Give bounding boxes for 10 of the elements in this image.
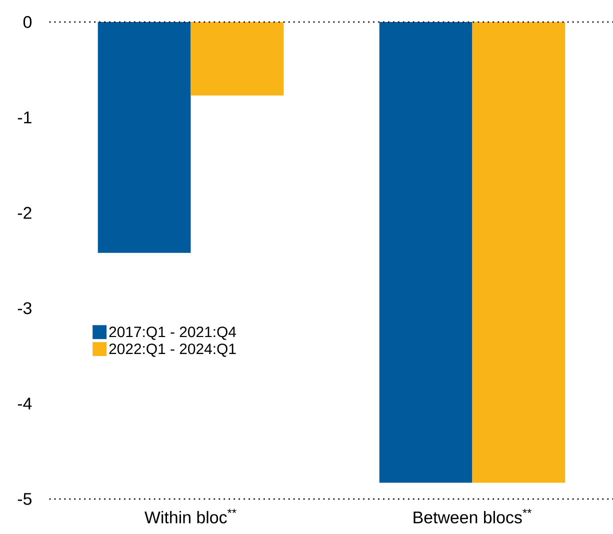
y-tick-label: 0 (23, 16, 32, 28)
x-tick-label: Within bloc$^{**}$ (144, 508, 236, 524)
y-tick-label: -3 (18, 302, 32, 314)
y-tick-label: -5 (18, 493, 32, 505)
y-tick-label: -4 (18, 398, 32, 410)
y-tick-label: -1 (18, 112, 32, 124)
y-tick-label: -2 (18, 206, 32, 219)
legend-label: 2017:Q1 - 2021:Q4 (109, 326, 236, 340)
legend-label: 2022:Q1 - 2024:Q1 (109, 344, 236, 357)
x-tick-label: Between blocs$^{**}$ (414, 508, 532, 524)
